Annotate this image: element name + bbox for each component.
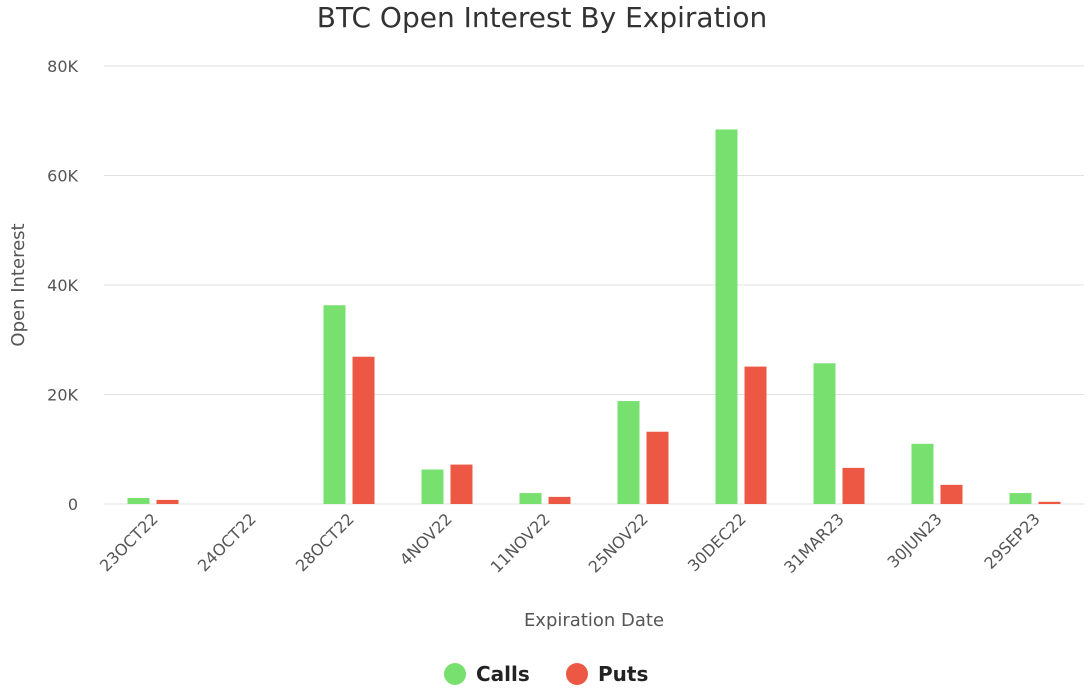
legend-label-calls: Calls: [476, 662, 530, 686]
x-tick-label: 31MAR23: [780, 509, 848, 577]
bar-calls: [813, 363, 836, 504]
y-tick-label: 40K: [47, 276, 78, 295]
bar-calls: [323, 305, 346, 504]
bar-calls: [1009, 493, 1032, 504]
x-tick-label: 24OCT22: [194, 509, 260, 575]
bar-calls: [911, 443, 934, 504]
legend-label-puts: Puts: [598, 662, 648, 686]
y-axis-title: Open Interest: [8, 223, 29, 346]
y-tick-label: 80K: [47, 57, 78, 76]
bar-calls: [421, 469, 444, 504]
x-tick-label: 11NOV22: [487, 509, 554, 576]
bar-calls: [617, 401, 640, 504]
bar-puts: [1038, 501, 1061, 504]
legend-marker-puts: [566, 663, 588, 685]
x-tick-label: 25NOV22: [585, 509, 652, 576]
x-tick-label: 28OCT22: [292, 509, 358, 575]
legend-marker-calls: [444, 663, 466, 685]
bar-calls: [519, 493, 542, 504]
x-tick-label: 4NOV22: [396, 509, 456, 569]
y-tick-label: 0: [68, 495, 78, 514]
chart-title: BTC Open Interest By Expiration: [317, 1, 767, 34]
x-tick-label: 30JUN23: [884, 509, 946, 571]
bar-puts: [744, 366, 767, 504]
x-axis-title: Expiration Date: [524, 610, 664, 631]
bar-puts: [646, 431, 669, 504]
bar-calls: [127, 497, 150, 504]
legend: Calls Puts: [444, 662, 648, 686]
bar-puts: [156, 499, 179, 504]
y-tick-label: 20K: [47, 386, 78, 405]
bar-puts: [842, 467, 865, 504]
bar-puts: [940, 484, 963, 504]
x-axis-ticks: 23OCT22 24OCT22 28OCT22 4NOV22 11NOV22 25NOV2…: [96, 509, 1044, 577]
x-tick-label: 30DEC22: [684, 509, 750, 575]
bar-puts: [352, 356, 375, 504]
y-axis-ticks: 0 20K 40K 60K 80K: [47, 57, 78, 514]
bar-puts: [548, 496, 571, 504]
y-tick-label: 60K: [47, 167, 78, 186]
bars: [127, 129, 1061, 504]
x-tick-label: 23OCT22: [96, 509, 162, 575]
gridlines: [104, 65, 1084, 505]
bar-calls: [715, 129, 738, 504]
x-tick-label: 29SEP23: [980, 509, 1043, 572]
bar-puts: [450, 464, 473, 504]
